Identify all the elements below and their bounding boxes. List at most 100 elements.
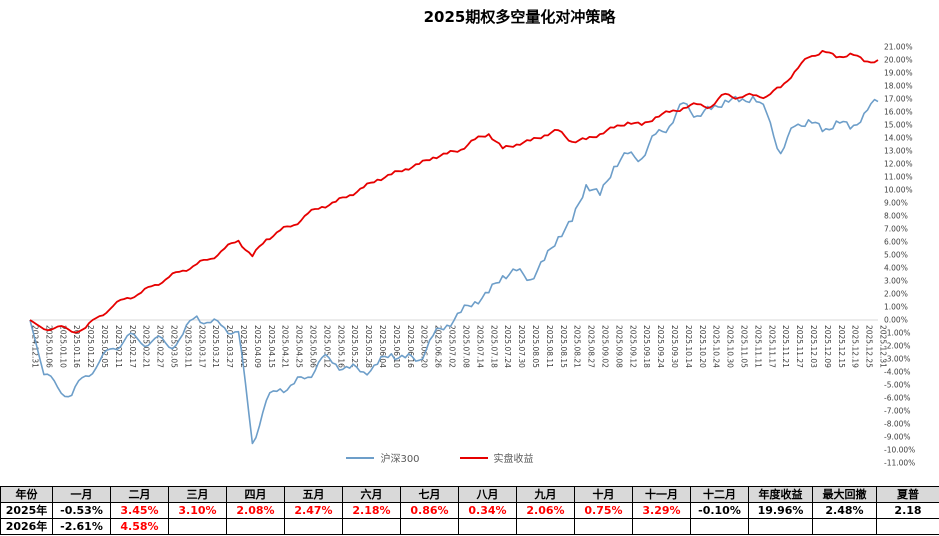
column-header: 二月 — [110, 486, 169, 503]
y-axis-tick-label: 14.00% — [884, 134, 913, 143]
x-axis-tick-label: 2025.12.09 — [823, 325, 832, 368]
x-axis-tick-label: 2025.02.11 — [114, 325, 123, 368]
table-row: 2026年 -2.61% 4.58% — [0, 518, 939, 535]
legend-label: 实盘收益 — [493, 454, 534, 465]
y-axis-tick-label: 7.00% — [884, 225, 908, 234]
y-axis-tick-label: -11.00% — [884, 459, 915, 468]
x-axis-tick-label: 2025.04.15 — [267, 325, 276, 368]
x-axis-tick-label: 2025.09.12 — [628, 325, 637, 368]
column-header: 四月 — [226, 486, 285, 503]
value-cell: 0.86% — [400, 502, 459, 519]
series-line-0 — [29, 95, 879, 445]
x-axis-tick-label: 2025.10.30 — [726, 325, 735, 368]
y-axis-tick-label: -4.00% — [884, 368, 911, 377]
y-axis-tick-label: -8.00% — [884, 420, 911, 429]
table-header-row: 年份 一月 二月 三月 四月 五月 六月 七月 八月 九月 十月 十一月 十二月 年度收益 最大回撤 夏普 — [0, 486, 939, 503]
y-axis-tick-label: -3.00% — [884, 355, 911, 364]
x-axis-tick-label: 2025.11.17 — [767, 325, 776, 368]
x-axis-tick-label: 2025.09.18 — [642, 325, 651, 368]
value-cell: -2.61% — [52, 518, 111, 535]
x-axis-tick-label: 2025.04.09 — [253, 325, 262, 368]
x-axis-tick-label: 2025.01.16 — [72, 325, 81, 368]
x-axis-tick-label: 2025.03.27 — [225, 325, 234, 368]
value-cell: 2.48% — [812, 502, 877, 519]
y-axis-tick-label: 11.00% — [884, 173, 913, 182]
legend-line-swatch — [459, 456, 488, 459]
value-cell: 0.75% — [574, 502, 633, 519]
table-body: 2025年 -0.53% 3.45% 3.10% 2.08% 2.47% 2.18% 0.86… — [0, 502, 939, 535]
y-axis-tick-label: -10.00% — [884, 446, 915, 455]
x-axis-tick-label: 2025.03.21 — [211, 325, 220, 368]
x-axis-tick-label: 2025.09.08 — [614, 325, 623, 368]
x-axis-tick-label: 2025.08.21 — [573, 325, 582, 368]
x-axis-tick-label: 2025.05.28 — [364, 325, 373, 368]
x-axis-tick-label: 2025.01.06 — [44, 325, 53, 368]
value-cell: 2.06% — [516, 502, 575, 519]
series-line-1 — [29, 50, 879, 334]
x-axis-tick-label: 2025.08.27 — [587, 325, 596, 368]
column-header: 三月 — [168, 486, 227, 503]
value-cell: -0.53% — [52, 502, 111, 519]
value-cell: 4.58% — [110, 518, 169, 535]
value-cell — [516, 518, 575, 535]
value-cell: 19.96% — [748, 502, 813, 519]
value-cell — [574, 518, 633, 535]
x-axis-tick-label: 2025.02.17 — [128, 325, 137, 368]
y-axis-tick-label: 0.00% — [884, 316, 908, 325]
value-cell — [690, 518, 749, 535]
y-axis-tick-label: 19.00% — [884, 69, 913, 78]
value-cell — [400, 518, 459, 535]
y-axis-tick-label: 3.00% — [884, 277, 908, 286]
y-axis-tick-label: -7.00% — [884, 407, 911, 416]
y-axis-tick-label: 2.00% — [884, 290, 908, 299]
value-cell — [284, 518, 343, 535]
legend-line-swatch — [346, 456, 375, 459]
x-axis-tick-label: 2025.01.10 — [58, 325, 67, 368]
x-axis-tick-label: 2025.09.30 — [670, 325, 679, 368]
chart-title: 2025期权多空量化对冲策略 — [423, 8, 616, 26]
column-header: 七月 — [400, 486, 459, 503]
x-axis-tick-label: 2025.07.30 — [517, 325, 526, 368]
chart-legend: 沪深300 实盘收益 — [0, 450, 880, 465]
x-axis-tick-label: 2025.04.25 — [295, 325, 304, 368]
value-cell — [632, 518, 691, 535]
x-axis-tick-label: 2025.04.21 — [281, 325, 290, 368]
y-axis-tick-label: 20.00% — [884, 56, 913, 65]
x-axis-tick-label: 2025.08.15 — [559, 325, 568, 368]
column-header: 一月 — [52, 486, 111, 503]
column-header: 八月 — [458, 486, 517, 503]
x-axis-tick-label: 2025.02.27 — [156, 325, 165, 368]
legend-item-1: 实盘收益 — [459, 450, 534, 465]
value-cell — [748, 518, 813, 535]
x-axis-tick-label: 2025.06.16 — [406, 325, 415, 368]
value-cell: 0.34% — [458, 502, 517, 519]
x-axis-tick-label: 2025.07.02 — [448, 325, 457, 368]
x-axis-tick-label: 2025.12.03 — [809, 325, 818, 368]
column-header: 十二月 — [690, 486, 749, 503]
x-axis-tick-label: 2025.06.10 — [392, 325, 401, 368]
value-cell: -0.10% — [690, 502, 749, 519]
y-axis-tick-label: -2.00% — [884, 342, 911, 351]
value-cell: 3.29% — [632, 502, 691, 519]
y-axis-tick-label: 17.00% — [884, 95, 913, 104]
x-axis-tick-label: 2025.12.19 — [851, 325, 860, 368]
value-cell — [226, 518, 285, 535]
x-axis-tick-label: 2025.10.20 — [698, 325, 707, 368]
table-row: 2025年 -0.53% 3.45% 3.10% 2.08% 2.47% 2.18% 0.86… — [0, 502, 939, 519]
column-header: 夏普 — [876, 486, 939, 503]
x-axis-tick-label: 2025.11.11 — [753, 325, 762, 368]
column-header: 六月 — [342, 486, 401, 503]
column-header: 最大回撤 — [812, 486, 877, 503]
y-axis-tick-label: 5.00% — [884, 251, 908, 260]
x-axis-tick-label: 2025.07.08 — [462, 325, 471, 368]
value-cell: 3.45% — [110, 502, 169, 519]
value-cell: 2.08% — [226, 502, 285, 519]
value-cell — [458, 518, 517, 535]
value-cell: 2.18 — [876, 502, 939, 519]
x-axis-tick-label: 2025.05.22 — [350, 325, 359, 368]
x-axis-tick-label: 2024.12.31 — [31, 325, 40, 368]
x-axis-tick-label: 2025.07.18 — [489, 325, 498, 368]
legend-label: 沪深300 — [380, 454, 420, 465]
y-axis-tick-label: 15.00% — [884, 121, 913, 130]
x-axis-tick-label: 2025.07.14 — [475, 325, 484, 368]
